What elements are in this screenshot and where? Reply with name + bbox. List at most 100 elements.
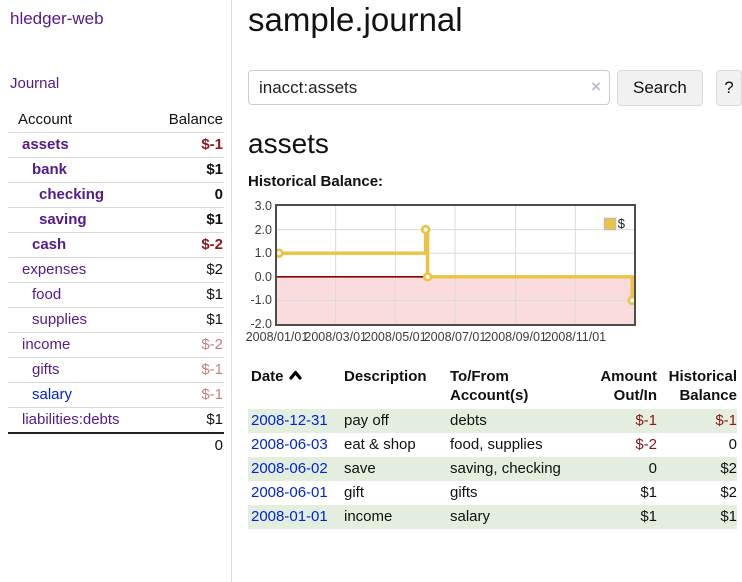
account-balance: 0	[214, 186, 223, 203]
y-tick-label: 1.0	[254, 246, 272, 261]
account-row-expenses: expenses $2	[8, 257, 224, 283]
y-tick-label: -1.0	[250, 293, 272, 308]
transaction-amount: $-1	[635, 412, 657, 429]
accounts-total-balance: 0	[214, 437, 223, 454]
accounts-total-row: 0	[8, 433, 224, 458]
account-link-saving[interactable]: saving	[39, 211, 87, 228]
account-balance: $1	[206, 311, 223, 328]
transaction-description: gift	[344, 484, 365, 501]
transaction-amount: $1	[640, 508, 657, 525]
transaction-date-link[interactable]: 2008-12-31	[251, 412, 328, 429]
account-balance: $-1	[201, 136, 223, 153]
amount-column-header: Amount Out/In	[600, 368, 657, 404]
account-balance: $1	[206, 161, 223, 178]
search-button[interactable]: Search	[617, 70, 703, 106]
sort-ascending-icon	[288, 370, 302, 380]
chart-plot-area: $	[275, 204, 636, 326]
register-row: 2008-06-03 eat & shop food, supplies $-2…	[248, 433, 737, 457]
y-tick-label: 3.0	[254, 199, 272, 213]
series-label: $	[617, 216, 625, 231]
account-balance: $1	[206, 411, 223, 428]
account-row-cash: cash $-2	[8, 232, 224, 258]
account-row-checking: checking 0	[8, 182, 224, 208]
account-row-gifts: gifts $-1	[8, 357, 224, 383]
transaction-accounts: food, supplies	[450, 436, 543, 453]
account-row-saving: saving $1	[8, 207, 224, 233]
account-heading: assets	[248, 128, 329, 159]
transaction-balance: $2	[720, 484, 737, 501]
register-header-row: Date Description To/From Account(s) Amou…	[248, 365, 737, 409]
transaction-balance: $2	[720, 460, 737, 477]
transaction-description: save	[344, 460, 376, 477]
account-link-salary[interactable]: salary	[32, 386, 73, 403]
transaction-description: eat & shop	[344, 436, 416, 453]
transaction-date-link[interactable]: 2008-01-01	[251, 508, 328, 525]
account-column-header: Account	[18, 111, 73, 128]
chart-canvas	[277, 206, 634, 324]
series-swatch-icon	[602, 216, 617, 231]
account-link-expenses[interactable]: expenses	[22, 261, 87, 278]
account-row-liabilities-debts: liabilities:debts $1	[8, 407, 224, 434]
clear-search-icon[interactable]: ×	[591, 77, 601, 96]
account-balance: $1	[206, 286, 223, 303]
account-balance: $-2	[201, 336, 223, 353]
account-row-income: income $-2	[8, 332, 224, 358]
x-tick-label: 2008/01/01	[245, 330, 309, 344]
y-tick-label: 0.0	[254, 269, 272, 284]
account-link-supplies[interactable]: supplies	[32, 311, 88, 328]
chart-title: Historical Balance:	[248, 173, 384, 190]
register-row: 2008-06-02 save saving, checking 0 $2	[248, 457, 737, 481]
historical-balance-chart: 3.0 2.0 1.0 0.0 -1.0 -2.0	[246, 199, 742, 344]
y-tick-label: 2.0	[254, 222, 272, 237]
transaction-amount: $1	[640, 484, 657, 501]
account-link-liabilities-debts[interactable]: liabilities:debts	[22, 411, 120, 428]
account-row-salary: salary $-1	[8, 382, 224, 408]
transaction-date-link[interactable]: 2008-06-03	[251, 436, 328, 453]
transaction-description: pay off	[344, 412, 389, 429]
register-table: Date Description To/From Account(s) Amou…	[248, 365, 737, 529]
account-link-checking[interactable]: checking	[39, 186, 105, 203]
account-balance: $-1	[201, 361, 223, 378]
help-button[interactable]: ?	[715, 70, 742, 106]
transaction-date-link[interactable]: 2008-06-01	[251, 484, 328, 501]
transaction-amount: $-2	[635, 436, 657, 453]
x-tick-label: 2008/09/01	[484, 330, 547, 344]
transaction-balance: $1	[720, 508, 737, 525]
date-column-header[interactable]: Date	[248, 365, 344, 409]
register-row: 2008-01-01 income salary $1 $1	[248, 505, 737, 529]
x-tick-label: 2008/03/01	[304, 330, 367, 344]
account-balance: $2	[206, 261, 223, 278]
account-link-gifts[interactable]: gifts	[32, 361, 60, 378]
balance-column-header: Balance	[168, 111, 223, 128]
account-link-income[interactable]: income	[22, 336, 71, 353]
account-balance: $-1	[201, 386, 223, 403]
transaction-accounts: salary	[450, 508, 491, 525]
app-title-link[interactable]: hledger-web	[10, 9, 104, 28]
account-link-cash[interactable]: cash	[32, 236, 67, 253]
x-tick-label: 2008/07/01	[423, 330, 487, 344]
sidebar-item-journal[interactable]: Journal	[10, 75, 60, 92]
transaction-accounts: saving, checking	[450, 460, 561, 477]
account-balance: $1	[206, 211, 223, 228]
x-tick-label: 2008/11/01	[544, 330, 607, 344]
y-tick-label: -2.0	[250, 317, 272, 331]
balance-series-points	[277, 224, 634, 306]
transaction-accounts: gifts	[450, 484, 478, 501]
search-input[interactable]	[248, 70, 610, 105]
register-row: 2008-12-31 pay off debts $-1 $-1	[248, 409, 737, 433]
accounts-table-header: Account Balance	[8, 108, 224, 133]
x-tick-label: 2008/05/01	[364, 330, 427, 344]
accounts-balance-table: Account Balance assets $-1 bank $1 check…	[8, 108, 224, 458]
balance-column-header: Historical Balance	[668, 368, 737, 404]
account-link-food[interactable]: food	[32, 286, 62, 303]
accounts-column-header: To/From Account(s)	[450, 368, 529, 404]
account-link-bank[interactable]: bank	[32, 161, 68, 178]
account-row-assets: assets $-1	[8, 132, 224, 158]
transaction-description: income	[344, 508, 393, 525]
account-link-assets[interactable]: assets	[22, 136, 69, 153]
account-row-bank: bank $1	[8, 157, 224, 183]
account-row-supplies: supplies $1	[8, 307, 224, 333]
sidebar: hledger-web Journal Account Balance asse…	[0, 0, 232, 582]
transaction-balance: $-1	[715, 412, 737, 429]
transaction-date-link[interactable]: 2008-06-02	[251, 460, 328, 477]
